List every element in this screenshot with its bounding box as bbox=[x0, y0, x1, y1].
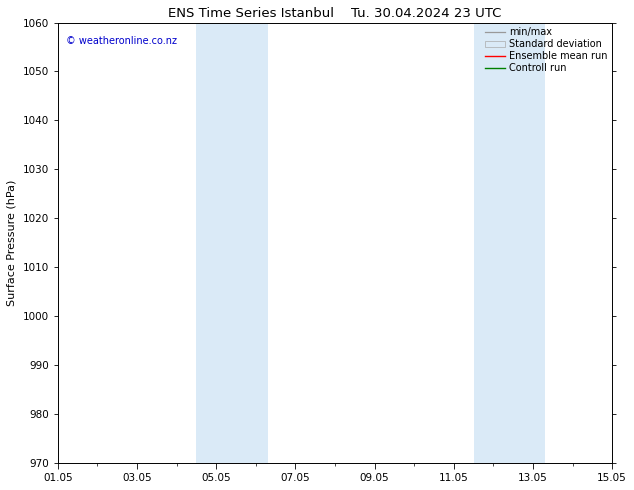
Text: © weatheronline.co.nz: © weatheronline.co.nz bbox=[66, 36, 177, 46]
Y-axis label: Surface Pressure (hPa): Surface Pressure (hPa) bbox=[7, 179, 17, 306]
Bar bbox=[474, 23, 545, 463]
Bar bbox=[197, 23, 268, 463]
Legend: min/max, Standard deviation, Ensemble mean run, Controll run: min/max, Standard deviation, Ensemble me… bbox=[484, 25, 609, 75]
Title: ENS Time Series Istanbul    Tu. 30.04.2024 23 UTC: ENS Time Series Istanbul Tu. 30.04.2024 … bbox=[168, 7, 501, 20]
